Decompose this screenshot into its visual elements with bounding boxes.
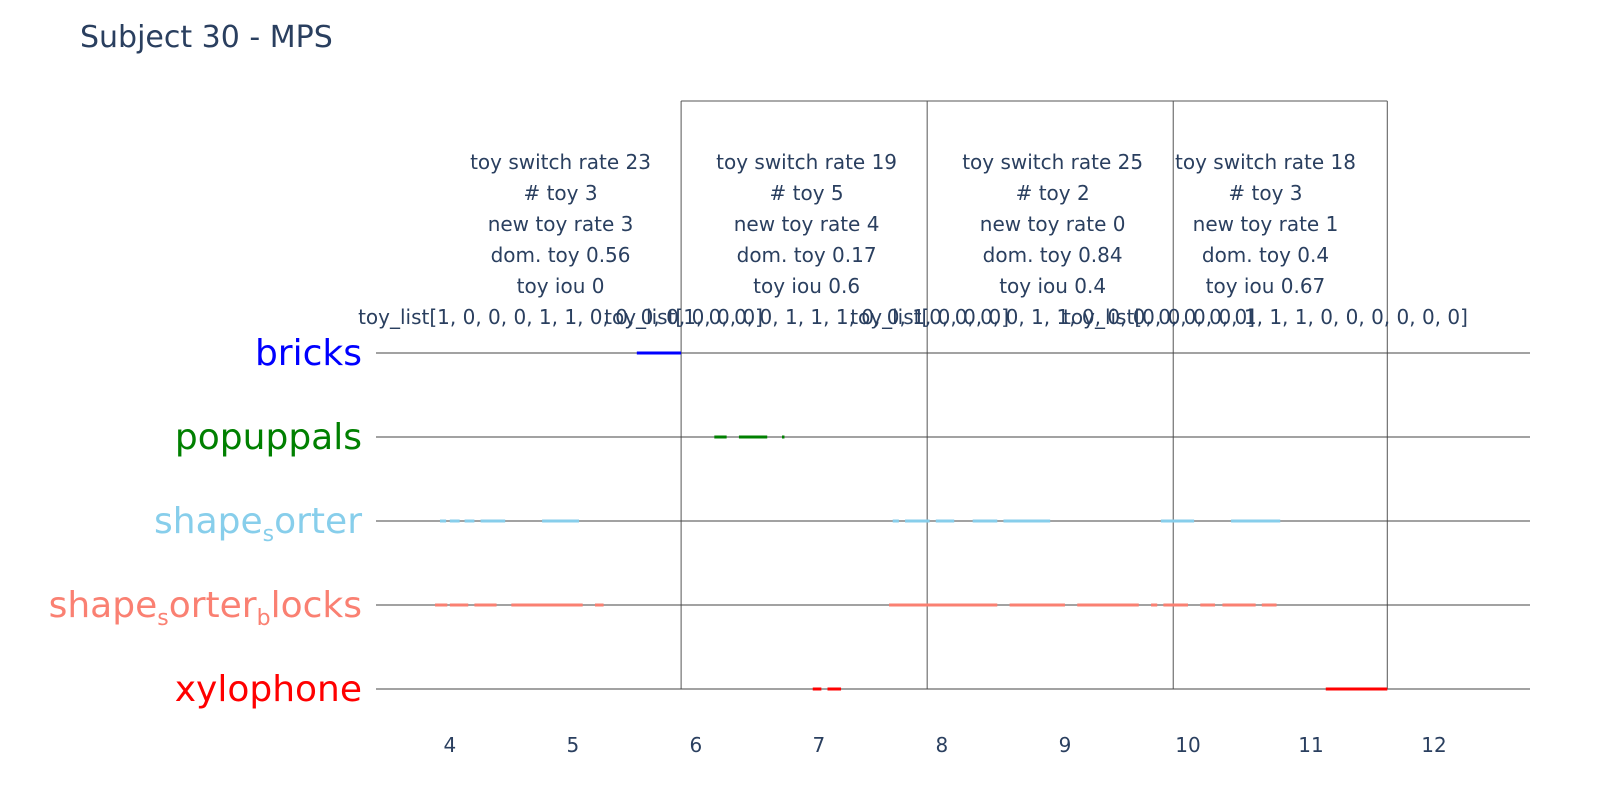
annotation-line: toy_list[1, 0, 0, 0, 1, 1, 0, 0, 0, 0, 0… [358, 305, 763, 329]
segments [435, 351, 1388, 691]
x-tick-label: 8 [936, 733, 949, 757]
annotation-line: # toy 3 [523, 181, 597, 205]
annotation-line: toy switch rate 18 [1175, 150, 1356, 174]
annotation-line: new toy rate 1 [1193, 212, 1339, 236]
window-annotation: toy switch rate 25 # toy 2 new toy rate 0 d… [850, 150, 1255, 329]
y-label-popuppals: popuppals [175, 417, 362, 458]
window-annotations: toy switch rate 23 # toy 3 new toy rate 3 d… [358, 150, 1468, 329]
annotation-line: dom. toy 0.56 [491, 243, 631, 267]
annotation-line: toy iou 0 [517, 274, 605, 298]
annotation-line: dom. toy 0.4 [1202, 243, 1329, 267]
annotation-line: new toy rate 4 [734, 212, 880, 236]
x-tick-label: 10 [1175, 733, 1200, 757]
annotation-line: toy_list[1, 0, 0, 0, 1, 1, 1, 0, 0, 1, 0… [604, 305, 1009, 329]
x-tick-label: 7 [813, 733, 826, 757]
window-annotation: toy switch rate 18 # toy 3 new toy rate 1 d… [1063, 150, 1468, 329]
annotation-line: toy iou 0.4 [999, 274, 1106, 298]
annotation-line: # toy 3 [1228, 181, 1302, 205]
y-label-shape_sorter: shapesorter [154, 501, 362, 547]
annotation-line: toy iou 0.6 [753, 274, 860, 298]
x-tick-label: 12 [1421, 733, 1446, 757]
window-boundaries [680, 100, 1388, 689]
x-tick-label: 5 [566, 733, 579, 757]
window-annotation: toy switch rate 19 # toy 5 new toy rate 4 d… [604, 150, 1009, 329]
chart-title: Subject 30 - MPS [80, 20, 333, 55]
annotation-line: dom. toy 0.17 [737, 243, 877, 267]
x-tick-label: 6 [690, 733, 703, 757]
x-tick-label: 9 [1059, 733, 1072, 757]
annotation-line: new toy rate 0 [980, 212, 1126, 236]
y-axis-labels: bricks popuppals shapesorter shapesorterblo… [49, 333, 363, 710]
y-label-shape_sorter_blocks: shapesorterblocks [49, 585, 362, 631]
annotation-line: toy switch rate 19 [716, 150, 897, 174]
annotation-line: # toy 2 [1016, 181, 1090, 205]
annotation-line: dom. toy 0.84 [983, 243, 1123, 267]
x-tick-label: 4 [443, 733, 456, 757]
y-label-xylophone: xylophone [175, 669, 362, 710]
x-tick-label: 11 [1298, 733, 1323, 757]
annotation-line: toy iou 0.67 [1206, 274, 1326, 298]
x-axis-ticks: 4 5 6 7 8 9 10 11 12 [443, 733, 1446, 757]
annotation-line: toy_list[0, 0, 0, 0, 1, 1, 1, 0, 0, 0, 0… [1063, 305, 1468, 329]
y-label-bricks: bricks [255, 333, 362, 374]
window-annotation: toy switch rate 23 # toy 3 new toy rate 3 d… [358, 150, 763, 329]
annotation-line: toy_list[0, 0, 0, 0, 1, 1, 0, 0, 0, 0, 0… [850, 305, 1255, 329]
annotation-line: toy switch rate 23 [470, 150, 651, 174]
annotation-line: new toy rate 3 [488, 212, 634, 236]
annotation-line: # toy 5 [770, 181, 844, 205]
annotation-line: toy switch rate 25 [962, 150, 1143, 174]
